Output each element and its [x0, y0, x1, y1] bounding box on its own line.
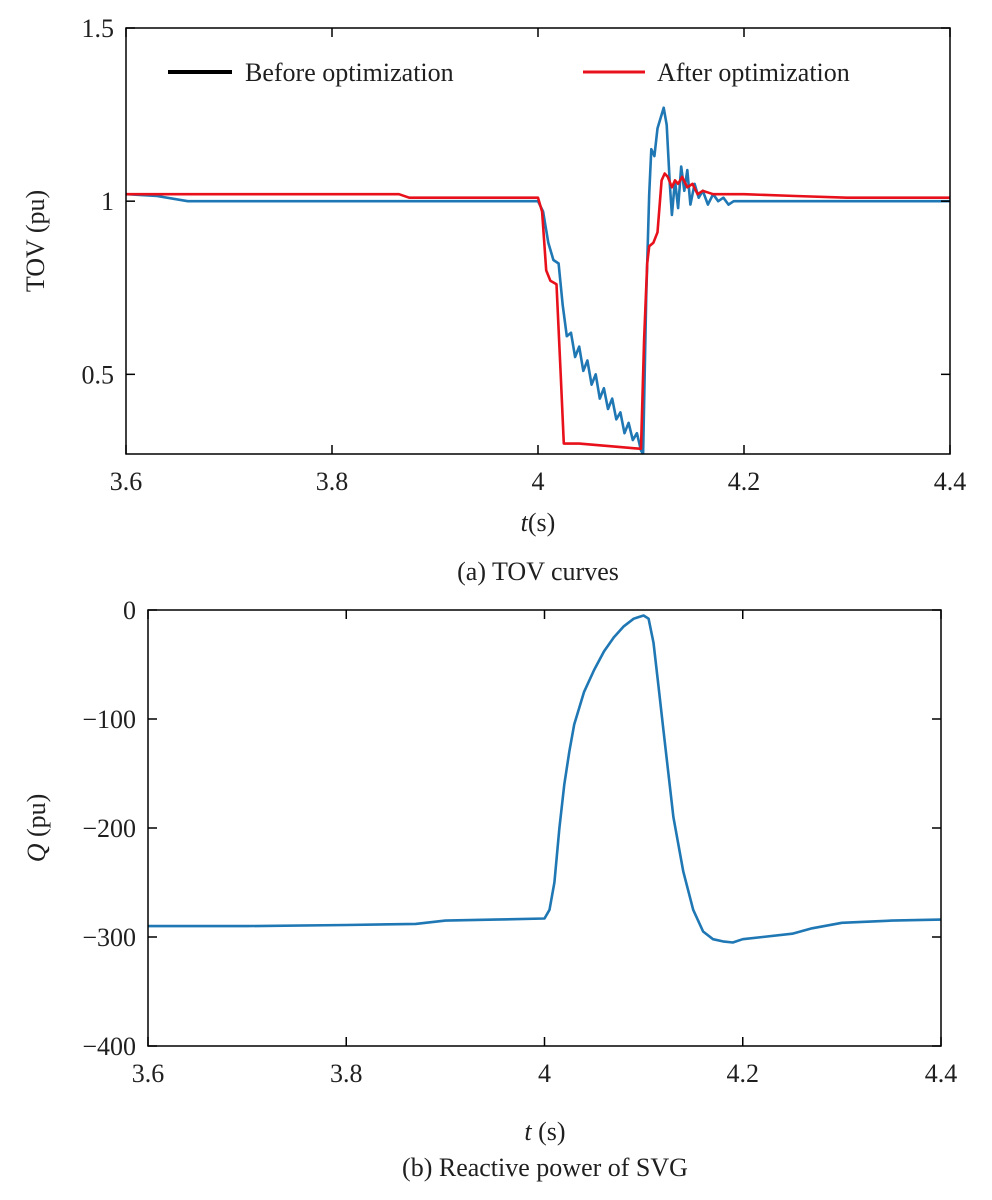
tov-x-tick-label: 4	[532, 467, 545, 496]
tov-x-tick-label: 3.6	[110, 467, 143, 496]
q-plot-frame	[147, 609, 942, 1047]
chart-reactive-power: 3.6 3.8 4 4.2 4.4 −400 −300 −200 −100 0 Q (pu) t …	[22, 596, 957, 1182]
q-series-line-0	[148, 614, 941, 944]
q-y-axis-label-var: Q	[22, 843, 51, 862]
tov-y-tick-label: 1.5	[82, 14, 115, 43]
q-x-tick-label: 4.4	[925, 1059, 958, 1088]
tov-ticks: 3.6 3.8 4 4.2 4.4 0.5 1 1.5	[82, 14, 967, 496]
q-x-tick-label: 4	[538, 1059, 551, 1088]
tov-y-axis-label: TOV (pu)	[21, 190, 50, 292]
tov-x-axis-label-var: t	[521, 508, 529, 537]
tov-x-axis-label: t(s)	[521, 508, 556, 537]
q-y-tick-label: −400	[82, 1032, 136, 1061]
q-series-layer	[148, 614, 941, 944]
tov-caption: (a) TOV curves	[457, 557, 619, 586]
tov-series-line-0	[126, 106, 950, 454]
legend-label-after: After optimization	[657, 58, 850, 87]
tov-x-axis-label-unit: (s)	[528, 508, 555, 537]
tov-y-tick-label: 1	[101, 187, 114, 216]
q-y-tick-label: −200	[82, 814, 136, 843]
tov-y-tick-label: 0.5	[82, 360, 115, 389]
tov-series-line-1	[126, 172, 950, 451]
q-y-axis-label: Q (pu)	[22, 794, 51, 863]
q-x-axis-label: t (s)	[524, 1117, 565, 1146]
tov-plot-frame	[125, 27, 951, 455]
q-x-tick-label: 3.8	[330, 1059, 363, 1088]
tov-x-tick-label: 4.2	[728, 467, 761, 496]
q-x-tick-label: 3.6	[132, 1059, 165, 1088]
legend: Before optimization After optimization	[168, 58, 850, 87]
q-ticks: 3.6 3.8 4 4.2 4.4 −400 −300 −200 −100 0	[82, 596, 957, 1088]
q-y-axis-label-unit: (pu)	[22, 794, 51, 844]
q-x-tick-label: 4.2	[727, 1059, 760, 1088]
q-y-tick-label: −300	[82, 923, 136, 952]
q-y-tick-label: 0	[123, 596, 136, 625]
tov-series-layer	[126, 106, 950, 454]
chart-tov: Before optimization After optimization 3…	[21, 14, 966, 586]
legend-label-before: Before optimization	[245, 58, 454, 87]
q-x-axis-label-var: t	[524, 1117, 532, 1146]
tov-x-tick-label: 3.8	[316, 467, 349, 496]
q-caption: (b) Reactive power of SVG	[402, 1153, 688, 1182]
q-y-tick-label: −100	[82, 705, 136, 734]
q-x-axis-label-unit: (s)	[532, 1117, 566, 1146]
tov-x-tick-label: 4.4	[934, 467, 967, 496]
